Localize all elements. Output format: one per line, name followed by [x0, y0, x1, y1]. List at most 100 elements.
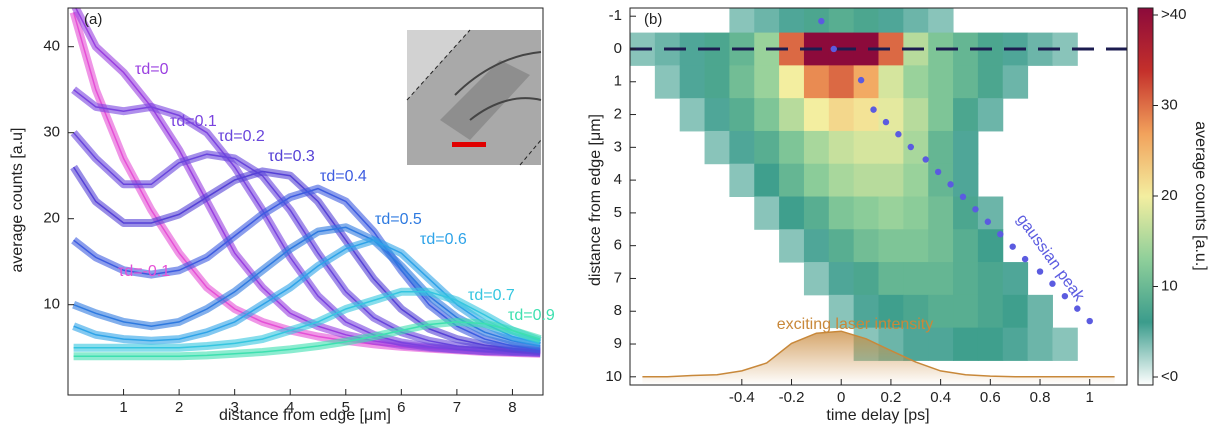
series-label: τd=0.9	[508, 307, 555, 324]
heat-cell	[803, 65, 830, 99]
peak-dot	[1036, 268, 1044, 275]
heat-cell	[754, 130, 780, 165]
heat-cell	[779, 229, 805, 263]
y-tick-label: 10	[605, 368, 622, 385]
y-axis-label: distance from edge [μm]	[587, 114, 604, 286]
peak-dot	[1049, 280, 1056, 287]
heat-cell	[903, 262, 929, 296]
colorbar-tick-label: 10	[1161, 277, 1178, 294]
y-tick-label: 2	[614, 106, 622, 123]
colorbar	[1137, 7, 1154, 386]
heat-cell	[704, 65, 730, 99]
heat-cell	[853, 229, 879, 263]
peak-dot	[947, 181, 954, 188]
heat-cell	[803, 98, 830, 132]
heat-cell	[977, 262, 1004, 296]
heat-cell	[903, 229, 929, 263]
laser-area	[642, 331, 1115, 385]
laser-line	[642, 330, 1115, 378]
heat-cell	[928, 294, 954, 329]
heat-cell	[903, 65, 929, 99]
peak-dot	[1061, 292, 1069, 300]
peak-dot	[1021, 255, 1029, 263]
heat-cell	[903, 98, 929, 132]
series-label: τd=-0.1	[118, 263, 170, 280]
series-label: τd=0.2	[218, 128, 265, 145]
inset-image	[406, 29, 542, 166]
x-axis-label: time delay [ps]	[826, 407, 929, 424]
heat-cell	[977, 294, 1004, 329]
x-tick-label: 8	[508, 399, 516, 416]
frame-a	[67, 7, 544, 396]
panel-label: (b)	[644, 11, 662, 28]
heat-cell	[928, 327, 954, 361]
peak-dot	[972, 206, 979, 213]
series-line-core	[73, 132, 541, 353]
heat-cell	[828, 65, 855, 99]
heat-cell	[779, 65, 805, 99]
heat-cell	[729, 98, 755, 132]
heat-cell	[803, 229, 830, 263]
heat-cell	[928, 130, 954, 165]
y-tick-label: -1	[609, 7, 622, 24]
peak-dot	[870, 106, 877, 113]
heat-cell	[928, 196, 954, 230]
heat-cell	[1002, 327, 1029, 361]
series-line-core	[73, 187, 541, 351]
heat-cell	[828, 262, 855, 296]
heat-cell	[953, 229, 979, 263]
y-tick-label: 8	[614, 302, 622, 319]
heat-cell	[953, 262, 979, 296]
series-label: τd=0	[135, 61, 169, 78]
heat-cell	[853, 262, 879, 296]
x-tick-label: 0	[837, 389, 845, 406]
y-axis-label: average counts [a.u]	[9, 128, 26, 273]
heat-cell	[729, 8, 755, 34]
heat-cell	[803, 196, 830, 230]
peak-dot	[895, 131, 902, 138]
heat-cell	[803, 163, 830, 197]
heat-cell	[803, 8, 830, 34]
heat-cell	[928, 262, 954, 296]
heat-cell	[1002, 294, 1029, 329]
heat-cell	[754, 163, 780, 197]
heat-cell	[704, 130, 730, 165]
series-line-core	[73, 321, 541, 358]
colorbar-label: average counts [a.u.]	[1192, 121, 1209, 270]
heat-cell	[928, 8, 954, 34]
heat-cell	[928, 229, 954, 263]
plot-a	[69, 8, 542, 361]
heat-cell	[853, 65, 879, 99]
series-label: τd=0.4	[320, 168, 367, 185]
x-tick-label: 1	[1086, 389, 1094, 406]
series-label: τd=0.6	[420, 231, 467, 248]
heat-cell	[679, 98, 706, 132]
series-line-core	[73, 291, 541, 349]
laser-label: exciting laser intensity	[777, 316, 934, 333]
heat-cell	[903, 294, 929, 329]
heat-cell	[704, 98, 730, 132]
heat-cell	[779, 196, 805, 230]
x-tick-label: 0.2	[880, 389, 901, 406]
x-tick-label: -0.4	[729, 389, 755, 406]
y-tick-label: 4	[614, 171, 622, 188]
heat-cell	[1027, 294, 1053, 329]
heat-cell	[828, 229, 855, 263]
x-tick-label: 2	[175, 399, 183, 416]
x-tick-label: 4	[286, 399, 294, 416]
heat-cell	[828, 163, 855, 197]
x-axis-label: distance from edge [μm]	[219, 407, 391, 424]
y-tick-label: 30	[43, 124, 60, 141]
heat-cell	[977, 327, 1004, 361]
heat-cell	[729, 163, 755, 197]
heat-cell	[878, 163, 904, 197]
heat-cell	[977, 65, 1004, 99]
heat-cell	[853, 163, 879, 197]
heat-cell	[828, 196, 855, 230]
colorbar-tick-label: 20	[1161, 187, 1178, 204]
heat-cell	[729, 65, 755, 99]
heat-cell	[953, 163, 979, 197]
series-label: τd=0.5	[375, 211, 422, 228]
heat-cell	[953, 98, 979, 132]
